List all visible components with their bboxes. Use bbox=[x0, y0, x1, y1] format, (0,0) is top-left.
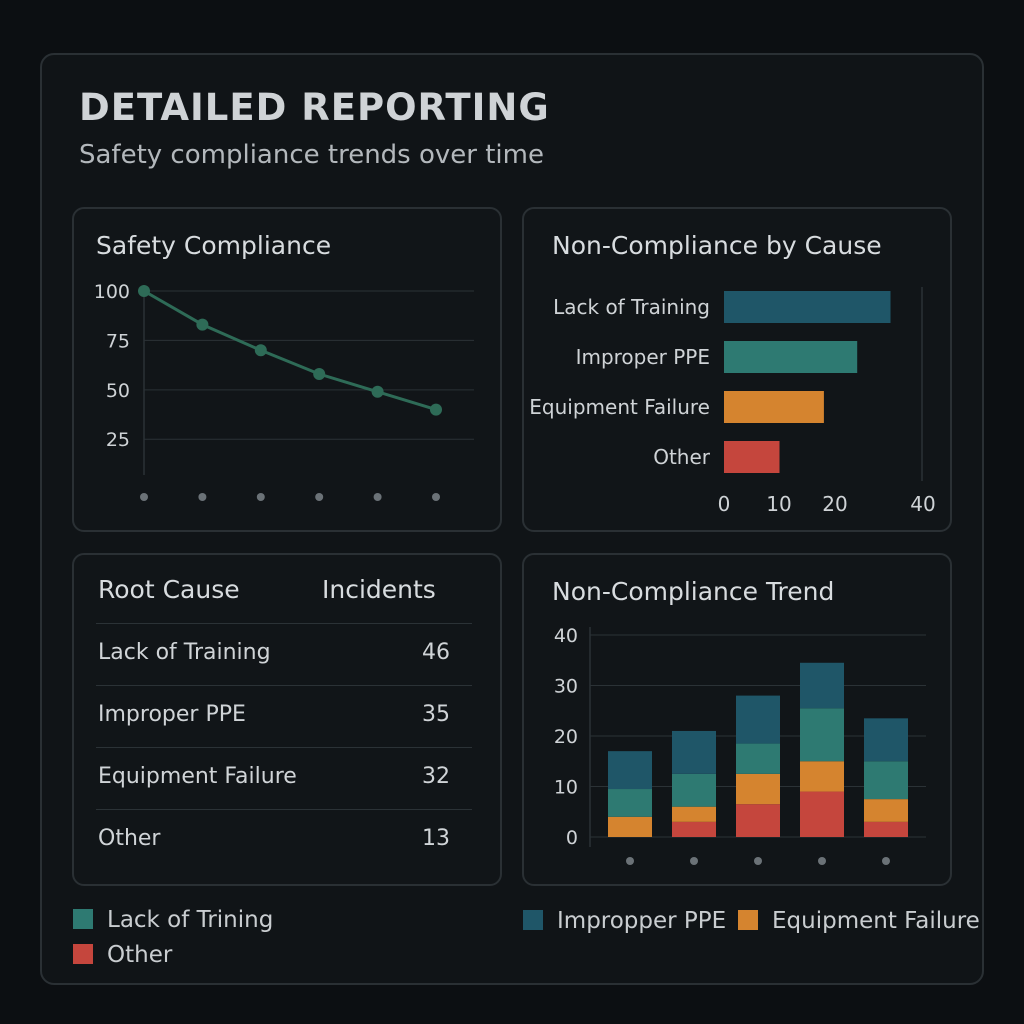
bar-segment bbox=[800, 708, 844, 762]
bar-segment bbox=[736, 773, 780, 805]
bar-segment bbox=[672, 730, 716, 774]
bar-segment bbox=[672, 821, 716, 837]
bar bbox=[724, 341, 858, 373]
safety-compliance-panel: Safety Compliance 100 75 50 25 bbox=[72, 207, 502, 532]
legend-item-lack-of-training: Lack of Trining bbox=[73, 907, 273, 933]
bar-segment bbox=[736, 804, 780, 837]
column-header-incidents: Incidents bbox=[322, 575, 436, 604]
page-title: DETAILED REPORTING bbox=[79, 86, 550, 129]
legend-swatch bbox=[738, 910, 758, 930]
data-point bbox=[430, 403, 442, 416]
data-point bbox=[313, 368, 326, 381]
page-subtitle: Safety compliance trends over time bbox=[79, 140, 544, 170]
legend-item-improper-ppe: Impropper PPE bbox=[523, 908, 726, 934]
row-cause: Equipment Failure bbox=[98, 764, 297, 789]
bar bbox=[724, 391, 824, 423]
bar bbox=[724, 291, 891, 323]
cause-bar-chart: Lack of Training Improper PPE Equipment Fa… bbox=[529, 287, 936, 516]
bar-segment bbox=[608, 816, 652, 837]
cause-panel: Non-Compliance by Cause Lack of Training… bbox=[522, 207, 952, 532]
safety-compliance-chart: 100 75 50 25 bbox=[94, 281, 474, 501]
x-tick-label: 20 bbox=[822, 492, 847, 516]
x-axis-dot bbox=[373, 493, 382, 501]
legend-item-other: Other bbox=[73, 942, 172, 968]
row-incidents: 46 bbox=[422, 640, 450, 665]
bar-segment bbox=[864, 821, 908, 837]
table-row: Equipment Failure 32 bbox=[96, 747, 472, 810]
row-incidents: 32 bbox=[422, 764, 450, 789]
x-axis-dot bbox=[882, 857, 890, 865]
cause-chart-title: Non-Compliance by Cause bbox=[552, 231, 882, 260]
y-tick-label: 100 bbox=[94, 281, 130, 303]
bar-segment bbox=[672, 773, 716, 807]
data-point bbox=[254, 344, 267, 357]
data-point bbox=[371, 385, 384, 398]
x-axis-dot bbox=[754, 857, 762, 865]
legend-swatch bbox=[73, 909, 93, 929]
category-label: Equipment Failure bbox=[529, 395, 710, 419]
row-cause: Lack of Training bbox=[98, 640, 271, 665]
legend-label: Impropper PPE bbox=[557, 908, 727, 934]
bar-segment bbox=[800, 791, 844, 837]
y-tick-label: 75 bbox=[106, 330, 130, 352]
y-tick-label: 50 bbox=[106, 380, 130, 402]
table-header: Root Cause Incidents bbox=[96, 575, 478, 615]
x-tick-label: 0 bbox=[718, 492, 731, 516]
bar-segment bbox=[800, 662, 844, 709]
legend-swatch bbox=[523, 910, 543, 930]
trend-panel: Non-Compliance Trend 0 10 20 30 40 bbox=[522, 553, 952, 886]
y-tick-label: 25 bbox=[106, 429, 130, 451]
x-tick-label: 40 bbox=[910, 492, 935, 516]
bar-segment bbox=[736, 695, 780, 744]
legend-label: Other bbox=[107, 942, 173, 968]
data-point bbox=[196, 318, 209, 331]
bar-segment bbox=[864, 718, 908, 762]
root-cause-table: Root Cause Incidents Lack of Training 46… bbox=[72, 553, 502, 886]
row-incidents: 35 bbox=[422, 702, 450, 727]
x-axis-dot bbox=[140, 493, 148, 501]
y-tick-label: 20 bbox=[554, 726, 578, 748]
x-axis-dot bbox=[432, 493, 440, 501]
x-axis-dot bbox=[626, 857, 634, 865]
bar-segment bbox=[864, 761, 908, 800]
legend-label: Lack of Trining bbox=[107, 907, 274, 933]
series-line bbox=[143, 289, 437, 412]
table-row: Lack of Training 46 bbox=[96, 623, 472, 686]
bar-segment bbox=[672, 806, 716, 822]
bar-segment bbox=[800, 761, 844, 792]
y-tick-label: 30 bbox=[554, 676, 578, 698]
bar-segment bbox=[864, 799, 908, 822]
bar-segment bbox=[736, 743, 780, 774]
y-tick-label: 0 bbox=[566, 827, 578, 849]
table-row: Improper PPE 35 bbox=[96, 685, 472, 748]
row-cause: Improper PPE bbox=[98, 702, 246, 727]
x-axis-dot bbox=[818, 857, 826, 865]
x-axis-dot bbox=[256, 493, 265, 501]
category-label: Lack of Training bbox=[553, 295, 710, 319]
category-label: Other bbox=[653, 445, 711, 469]
y-tick-label: 40 bbox=[554, 625, 578, 647]
legend-label: Equipment Failure bbox=[772, 908, 980, 934]
y-tick-label: 10 bbox=[554, 777, 578, 799]
column-header-root-cause: Root Cause bbox=[98, 575, 240, 604]
row-incidents: 13 bbox=[422, 826, 450, 851]
row-cause: Other bbox=[98, 826, 161, 851]
bar-segment bbox=[608, 751, 652, 790]
bar-segment bbox=[608, 789, 652, 817]
bar bbox=[724, 441, 780, 473]
safety-compliance-title: Safety Compliance bbox=[96, 231, 332, 260]
x-axis-dot bbox=[315, 493, 324, 501]
trend-stacked-chart: 0 10 20 30 40 bbox=[554, 625, 926, 865]
data-point bbox=[138, 285, 150, 297]
legend-item-equipment-failure: Equipment Failure bbox=[738, 908, 980, 934]
trend-chart-title: Non-Compliance Trend bbox=[552, 577, 835, 606]
legend-swatch bbox=[73, 944, 93, 964]
x-axis-dot bbox=[690, 857, 698, 865]
x-axis-dot bbox=[198, 493, 207, 501]
category-label: Improper PPE bbox=[576, 345, 710, 369]
table-row: Other 13 bbox=[96, 809, 472, 872]
x-tick-label: 10 bbox=[766, 492, 791, 516]
